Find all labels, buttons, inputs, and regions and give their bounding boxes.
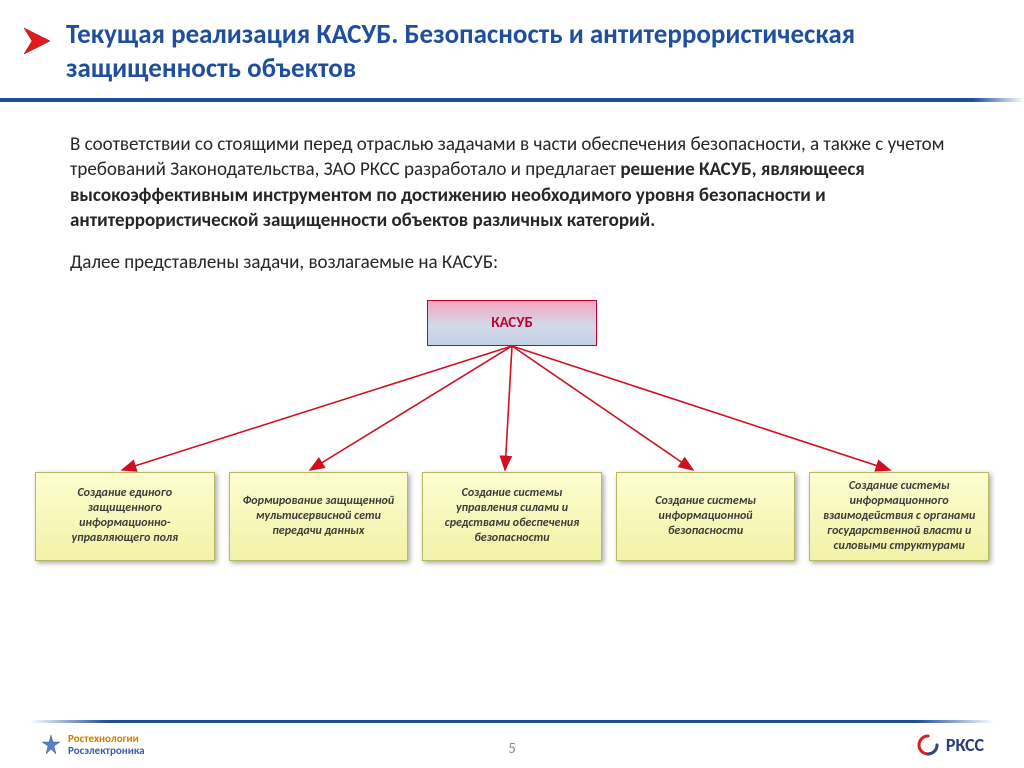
- leaf-label: Создание системы информационной безопасн…: [625, 494, 787, 539]
- swirl-icon: [916, 733, 940, 757]
- footer-left-text: Ростехнологии Росэлектроника: [68, 733, 145, 756]
- tree-diagram: КАСУБ Создание единого защищенного инфор…: [0, 292, 1024, 592]
- slide-header: Текущая реализация КАСУБ. Безопасность и…: [0, 0, 1024, 86]
- leaf-label: Создание системы управления силами и сре…: [431, 486, 593, 546]
- footer-left-line2: Росэлектроника: [68, 745, 145, 757]
- leaf-row: Создание единого защищенного информацион…: [0, 472, 1024, 561]
- body-text: В соответствии со стоящими перед отрасль…: [0, 102, 1024, 276]
- leaf-node-2: Создание системы управления силами и сре…: [422, 472, 602, 561]
- footer-logo-right: РКСС: [916, 733, 984, 757]
- bullet-arrow-icon: [20, 24, 54, 58]
- slide-title: Текущая реализация КАСУБ. Безопасность и…: [66, 18, 984, 86]
- leaf-node-0: Создание единого защищенного информацион…: [35, 472, 215, 561]
- leaf-label: Создание единого защищенного информацион…: [44, 486, 206, 546]
- root-label: КАСУБ: [491, 314, 533, 332]
- leaf-node-3: Создание системы информационной безопасн…: [616, 472, 796, 561]
- paragraph-1: В соответствии со стоящими перед отрасль…: [70, 132, 974, 235]
- leaf-node-4: Создание системы информационного взаимод…: [809, 472, 989, 561]
- footer-logo-left: Ростехнологии Росэлектроника: [40, 733, 145, 756]
- root-node: КАСУБ: [427, 300, 597, 346]
- star-icon: [40, 734, 62, 756]
- paragraph-2: Далее представлены задачи, возлагаемые н…: [70, 250, 974, 276]
- leaf-label: Формирование защищенной мультисервисной …: [238, 494, 400, 539]
- leaf-label: Создание системы информационного взаимод…: [818, 479, 980, 554]
- footer-right-text: РКСС: [946, 734, 984, 756]
- slide-footer: Ростехнологии Росэлектроника РКСС 5: [0, 720, 1024, 768]
- leaf-node-1: Формирование защищенной мультисервисной …: [229, 472, 409, 561]
- page-number: 5: [508, 740, 516, 758]
